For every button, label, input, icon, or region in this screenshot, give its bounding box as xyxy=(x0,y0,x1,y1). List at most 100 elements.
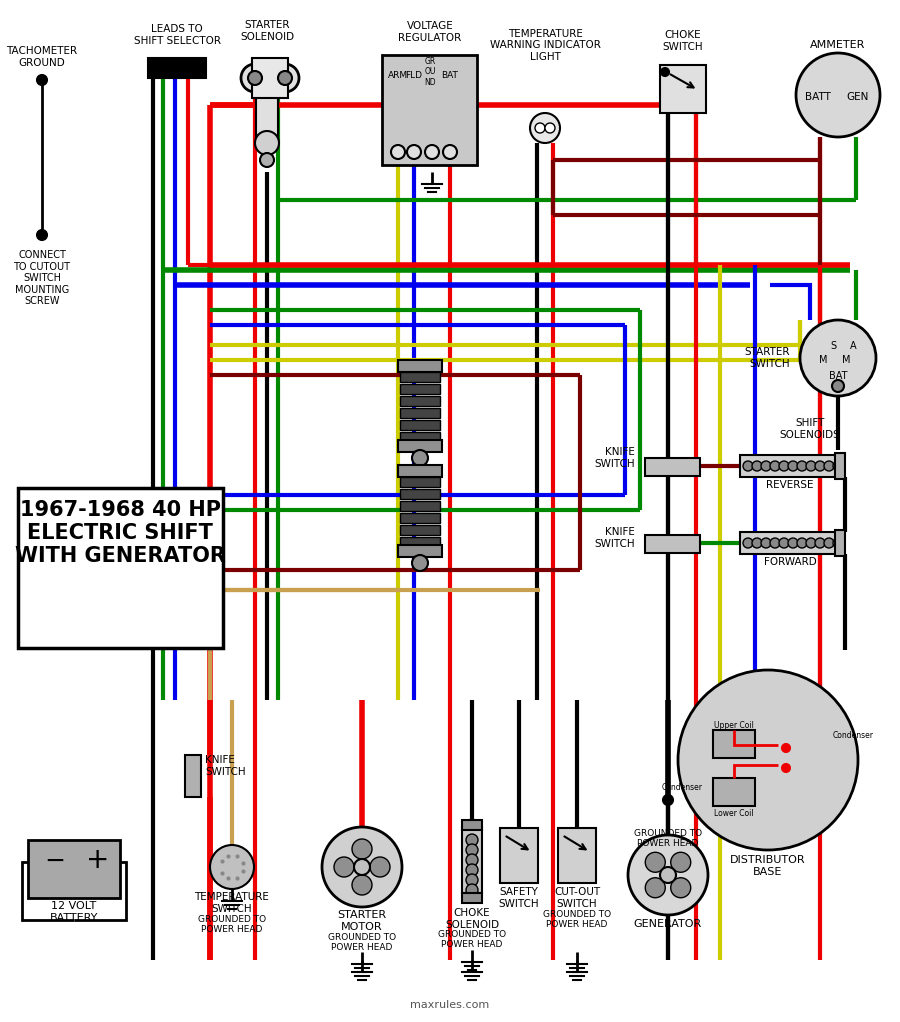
Circle shape xyxy=(815,461,825,471)
Circle shape xyxy=(678,670,858,850)
Circle shape xyxy=(770,461,780,471)
Bar xyxy=(256,88,278,143)
Bar xyxy=(400,477,440,487)
Circle shape xyxy=(412,450,428,466)
Circle shape xyxy=(833,538,843,548)
Text: GEN: GEN xyxy=(847,92,869,102)
Text: CHOKE
SOLENOID: CHOKE SOLENOID xyxy=(445,908,500,930)
Circle shape xyxy=(663,795,673,805)
Circle shape xyxy=(797,538,807,548)
Text: S: S xyxy=(830,341,836,351)
Text: BAT: BAT xyxy=(442,71,458,80)
Bar xyxy=(713,778,755,806)
Circle shape xyxy=(752,461,762,471)
Circle shape xyxy=(670,878,690,897)
Circle shape xyxy=(354,860,370,875)
Circle shape xyxy=(530,113,560,143)
Text: VOLTAGE
REGULATOR: VOLTAGE REGULATOR xyxy=(399,21,462,43)
Circle shape xyxy=(407,145,421,159)
Text: KNIFE
SWITCH: KNIFE SWITCH xyxy=(205,755,246,777)
Text: A: A xyxy=(850,341,856,351)
Text: M: M xyxy=(842,355,850,365)
Circle shape xyxy=(352,839,372,860)
Text: Lower Coil: Lower Coil xyxy=(715,809,754,818)
Bar xyxy=(645,458,700,476)
Circle shape xyxy=(466,834,478,846)
Text: +: + xyxy=(86,846,110,874)
Circle shape xyxy=(796,53,880,137)
Text: maxrules.com: maxrules.com xyxy=(410,1000,490,1010)
Circle shape xyxy=(466,864,478,876)
Circle shape xyxy=(815,538,825,548)
Circle shape xyxy=(660,867,676,883)
Text: LEADS TO
SHIFT SELECTOR: LEADS TO SHIFT SELECTOR xyxy=(133,25,220,46)
Text: Condenser: Condenser xyxy=(662,784,703,792)
Bar xyxy=(740,532,840,554)
Circle shape xyxy=(241,64,269,92)
Circle shape xyxy=(37,75,47,85)
Circle shape xyxy=(370,857,390,877)
Bar xyxy=(660,65,706,113)
Circle shape xyxy=(466,884,478,896)
Circle shape xyxy=(833,461,843,471)
Circle shape xyxy=(670,852,690,872)
Circle shape xyxy=(752,538,762,548)
Bar xyxy=(462,893,482,903)
Text: STARTER
MOTOR: STARTER MOTOR xyxy=(338,910,387,932)
Bar xyxy=(400,372,440,382)
Bar xyxy=(558,828,596,883)
Bar xyxy=(398,465,442,477)
Circle shape xyxy=(535,123,545,133)
Circle shape xyxy=(545,123,555,133)
Text: SHIFT
SOLENOIDS: SHIFT SOLENOIDS xyxy=(779,418,841,440)
Circle shape xyxy=(761,538,771,548)
Text: GR
OU
ND: GR OU ND xyxy=(424,57,436,87)
Text: FLD: FLD xyxy=(406,71,422,80)
Bar xyxy=(400,432,440,442)
Bar xyxy=(400,525,440,535)
Text: GROUNDED TO
POWER HEAD: GROUNDED TO POWER HEAD xyxy=(634,829,702,848)
Bar xyxy=(400,408,440,418)
Text: TACHOMETER
GROUND: TACHOMETER GROUND xyxy=(6,46,77,68)
Text: GENERATOR: GENERATOR xyxy=(634,919,702,929)
Text: GROUNDED TO
POWER HEAD: GROUNDED TO POWER HEAD xyxy=(198,915,266,934)
Text: 12 VOLT
BATTERY: 12 VOLT BATTERY xyxy=(50,901,98,923)
Circle shape xyxy=(770,538,780,548)
Bar xyxy=(462,828,482,893)
Circle shape xyxy=(443,145,457,159)
Bar xyxy=(18,487,223,648)
Text: TEMPERATURE
SWITCH: TEMPERATURE SWITCH xyxy=(194,892,269,914)
Circle shape xyxy=(788,538,798,548)
Text: SAFETY
SWITCH: SAFETY SWITCH xyxy=(499,887,539,909)
Bar xyxy=(252,58,288,98)
Bar xyxy=(148,58,206,78)
Circle shape xyxy=(352,875,372,895)
Text: M: M xyxy=(819,355,827,365)
Circle shape xyxy=(779,461,789,471)
Text: STARTER
SOLENOID: STARTER SOLENOID xyxy=(240,20,294,42)
Circle shape xyxy=(806,538,816,548)
Bar xyxy=(400,420,440,430)
Text: GROUNDED TO
POWER HEAD: GROUNDED TO POWER HEAD xyxy=(543,910,611,929)
Text: ARM: ARM xyxy=(388,71,408,80)
Bar xyxy=(645,535,700,553)
Circle shape xyxy=(322,827,402,907)
Circle shape xyxy=(466,844,478,856)
Bar xyxy=(835,453,845,479)
Text: GROUNDED TO
POWER HEAD: GROUNDED TO POWER HEAD xyxy=(328,933,396,953)
Bar xyxy=(500,828,538,883)
Bar xyxy=(400,501,440,511)
Bar xyxy=(398,545,442,557)
Circle shape xyxy=(788,461,798,471)
Circle shape xyxy=(645,852,665,872)
Circle shape xyxy=(260,153,274,167)
Bar xyxy=(462,820,482,830)
Text: 1967-1968 40 HP
ELECTRIC SHIFT
WITH GENERATOR: 1967-1968 40 HP ELECTRIC SHIFT WITH GENE… xyxy=(14,500,225,566)
Bar xyxy=(400,489,440,499)
Text: STARTER
SWITCH: STARTER SWITCH xyxy=(744,347,790,369)
Bar xyxy=(398,360,442,372)
Circle shape xyxy=(271,64,299,92)
Text: DISTRIBUTOR
BASE: DISTRIBUTOR BASE xyxy=(730,855,806,877)
Text: BAT: BAT xyxy=(829,371,847,381)
Circle shape xyxy=(37,230,47,240)
